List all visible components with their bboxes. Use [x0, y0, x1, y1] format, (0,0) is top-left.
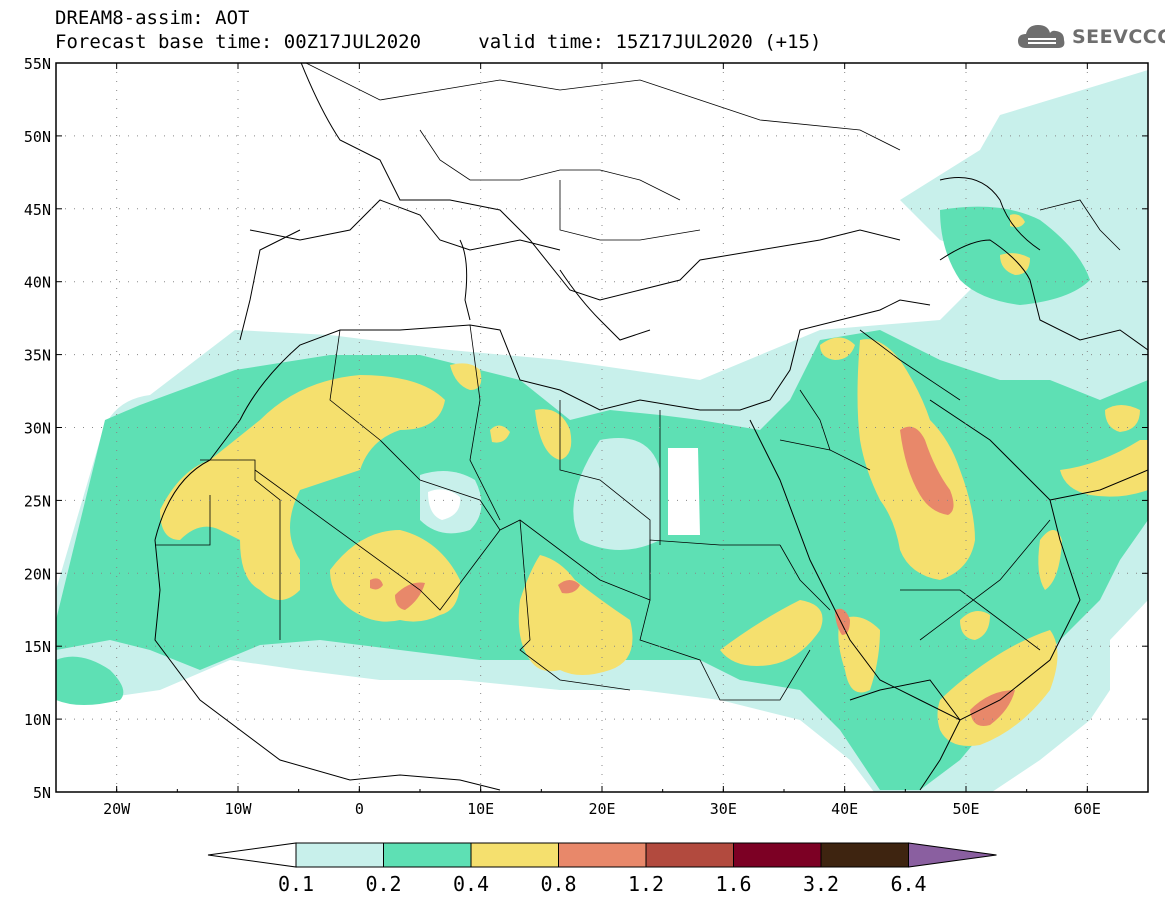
lat-label: 55N: [24, 55, 51, 73]
lat-label: 35N: [24, 347, 51, 365]
lat-label: 5N: [33, 784, 51, 802]
lon-label: 30E: [710, 800, 737, 818]
colorbar-arrow-low: [207, 842, 297, 868]
logo-text: SEEVCCC: [1072, 26, 1165, 48]
colorbar-segment: [645, 842, 734, 868]
aot-shading: [56, 70, 1148, 792]
colorbar-label: 6.4: [890, 872, 926, 896]
colorbar-segment: [820, 842, 909, 868]
colorbar-label: 0.8: [540, 872, 576, 896]
coastlines: [154, 63, 1148, 791]
lat-label: 30N: [24, 420, 51, 438]
colorbar-label: 0.2: [365, 872, 401, 896]
lat-label: 20N: [24, 565, 51, 583]
lat-label: 15N: [24, 638, 51, 656]
colorbar-label: 1.2: [628, 872, 664, 896]
lat-label: 50N: [24, 128, 51, 146]
lon-label: 40E: [831, 800, 858, 818]
aot-band-0.8: [370, 426, 1015, 726]
forecast-base-time: Forecast base time: 00Z17JUL2020: [55, 31, 422, 53]
lat-label: 40N: [24, 274, 51, 292]
lon-label: 0: [355, 800, 364, 818]
lon-label: 50E: [952, 800, 979, 818]
lon-label: 20W: [103, 800, 131, 818]
lon-label: 10W: [224, 800, 252, 818]
colorbar-segment: [558, 842, 647, 868]
map-grid: [56, 63, 1148, 792]
lon-labels: 20W 10W 0 10E 20E 30E 40E 50E 60E: [103, 800, 1101, 818]
lat-label: 45N: [24, 201, 51, 219]
lat-label: 25N: [24, 492, 51, 510]
valid-time: valid time: 15Z17JUL2020 (+15): [478, 31, 822, 53]
colorbar-segment: [733, 842, 822, 868]
colorbar-segment: [383, 842, 472, 868]
lon-label: 20E: [588, 800, 615, 818]
colorbar: [207, 842, 997, 868]
country-borders: [155, 63, 1121, 701]
chart-title: DREAM8-assim: AOT: [55, 7, 250, 29]
colorbar-label: 1.6: [715, 872, 751, 896]
cloud-icon: [1018, 25, 1065, 48]
lon-label: 10E: [467, 800, 494, 818]
colorbar-labels: 0.1 0.2 0.4 0.8 1.2 1.6 3.2 6.4: [278, 872, 927, 896]
map-ticks: [55, 62, 1149, 793]
subtitle-times: Forecast base time: 00Z17JUL2020 valid t…: [55, 31, 821, 53]
colorbar-segment: [470, 842, 559, 868]
lon-label: 60E: [1074, 800, 1101, 818]
colorbar-label: 0.4: [453, 872, 489, 896]
seevccc-logo: SEEVCCC: [1016, 22, 1165, 52]
colorbar-arrow-high: [908, 842, 997, 868]
colorbar-label: 0.1: [278, 872, 314, 896]
lat-labels: 55N 50N 45N 40N 35N 30N 25N 20N 15N 10N 5N: [24, 55, 51, 802]
colorbar-segment: [295, 842, 384, 868]
lat-label: 10N: [24, 711, 51, 729]
colorbar-label: 3.2: [803, 872, 839, 896]
